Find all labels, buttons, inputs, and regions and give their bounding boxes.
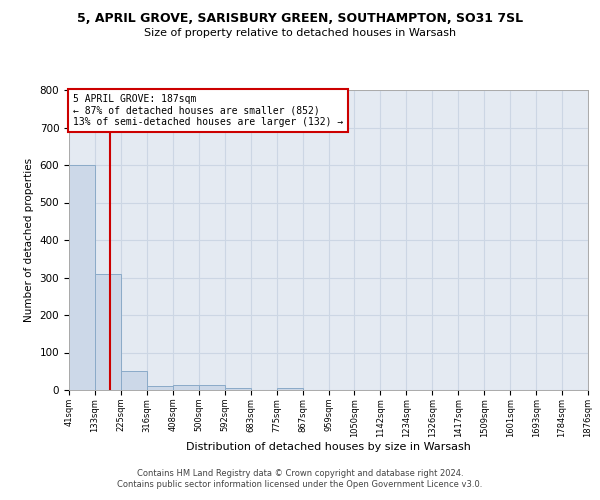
Bar — [69, 165, 95, 390]
Bar — [95, 274, 121, 390]
Text: 5 APRIL GROVE: 187sqm
← 87% of detached houses are smaller (852)
13% of semi-det: 5 APRIL GROVE: 187sqm ← 87% of detached … — [73, 94, 343, 127]
Bar — [225, 388, 251, 390]
Bar — [173, 385, 199, 390]
Bar — [199, 385, 225, 390]
Text: Size of property relative to detached houses in Warsash: Size of property relative to detached ho… — [144, 28, 456, 38]
Text: Contains HM Land Registry data © Crown copyright and database right 2024.: Contains HM Land Registry data © Crown c… — [137, 468, 463, 477]
Bar — [277, 388, 302, 390]
Bar — [121, 371, 147, 390]
Text: 5, APRIL GROVE, SARISBURY GREEN, SOUTHAMPTON, SO31 7SL: 5, APRIL GROVE, SARISBURY GREEN, SOUTHAM… — [77, 12, 523, 26]
Bar — [147, 386, 173, 390]
Text: Contains public sector information licensed under the Open Government Licence v3: Contains public sector information licen… — [118, 480, 482, 489]
Y-axis label: Number of detached properties: Number of detached properties — [24, 158, 34, 322]
X-axis label: Distribution of detached houses by size in Warsash: Distribution of detached houses by size … — [186, 442, 471, 452]
